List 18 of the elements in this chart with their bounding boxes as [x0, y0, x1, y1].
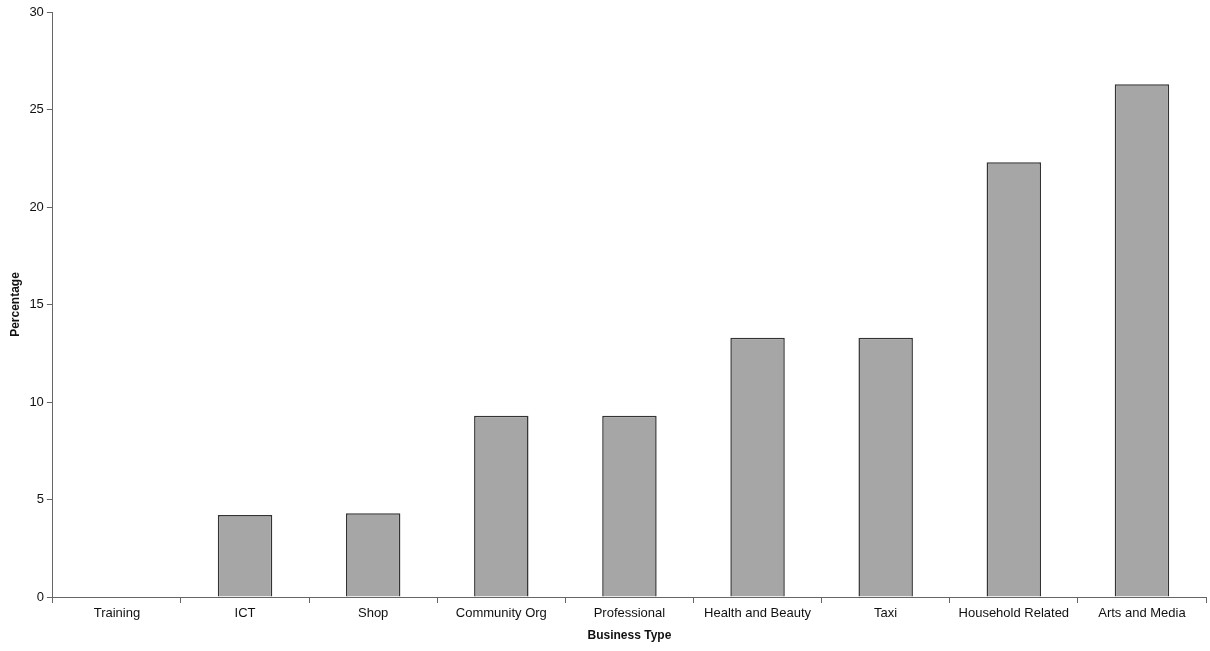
y-tick-label: 25	[29, 101, 44, 117]
x-tick-label: Household Related	[958, 605, 1070, 621]
x-tick-label: Shop	[357, 605, 389, 621]
y-tick-label: 30	[29, 3, 44, 19]
x-tick-label: Arts and Media	[1098, 605, 1187, 621]
y-tick-label: 5	[36, 491, 44, 507]
x-tick-label: Health and Beauty	[704, 605, 812, 621]
x-tick-label: Training	[93, 605, 141, 621]
y-axis-title: Percentage	[7, 271, 22, 337]
x-tick-label: Community Org	[455, 605, 547, 621]
y-tick-label: 15	[29, 296, 44, 312]
x-tick-label: Taxi	[874, 605, 898, 621]
y-tick-label: 10	[29, 393, 44, 409]
x-tick-label: ICT	[234, 605, 256, 621]
y-tick-label: 20	[29, 198, 44, 214]
x-tick-label: Professional	[593, 605, 666, 621]
x-axis-title: Business Type	[587, 628, 672, 643]
y-tick-label: 0	[36, 588, 44, 604]
